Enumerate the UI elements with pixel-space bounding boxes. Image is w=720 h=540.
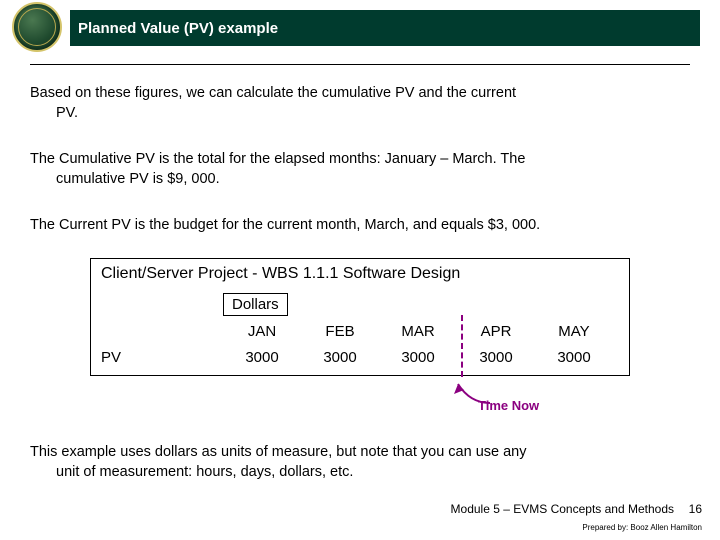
- pv-feb: 3000: [301, 349, 379, 366]
- time-now-marker: [461, 315, 463, 377]
- paragraph-intro: Based on these figures, we can calculate…: [30, 84, 690, 123]
- pv-apr: 3000: [457, 349, 535, 366]
- slide-title: Planned Value (PV) example: [78, 20, 278, 37]
- p4-line1: This example uses dollars as units of me…: [30, 444, 527, 460]
- p1-line2: PV.: [30, 104, 690, 124]
- pv-row-label: PV: [101, 349, 121, 366]
- footer-module: Module 5 – EVMS Concepts and Methods: [451, 502, 674, 516]
- paragraph-current: The Current PV is the budget for the cur…: [30, 216, 690, 236]
- paragraph-cumulative: The Cumulative PV is the total for the e…: [30, 150, 690, 189]
- time-now-label: Time Now: [478, 398, 539, 413]
- month-mar: MAR: [379, 323, 457, 340]
- month-feb: FEB: [301, 323, 379, 340]
- p2-line2: cumulative PV is $9, 000.: [30, 170, 690, 190]
- divider: [30, 64, 690, 65]
- units-box: Dollars: [223, 293, 288, 316]
- slide-title-bar: Planned Value (PV) example: [70, 10, 700, 46]
- page-number: 16: [689, 502, 702, 516]
- month-jan: JAN: [223, 323, 301, 340]
- p4-line2: unit of measurement: hours, days, dollar…: [30, 463, 690, 483]
- agency-seal-icon: [12, 2, 62, 52]
- p2-line1: The Cumulative PV is the total for the e…: [30, 151, 525, 167]
- month-may: MAY: [535, 323, 613, 340]
- pv-may: 3000: [535, 349, 613, 366]
- pv-jan: 3000: [223, 349, 301, 366]
- month-apr: APR: [457, 323, 535, 340]
- pv-table: Client/Server Project - WBS 1.1.1 Softwa…: [90, 258, 630, 376]
- paragraph-closing: This example uses dollars as units of me…: [30, 443, 690, 482]
- months-row: JAN FEB MAR APR MAY: [223, 323, 613, 340]
- p1-line1: Based on these figures, we can calculate…: [30, 85, 516, 101]
- pv-values-row: 3000 3000 3000 3000 3000: [223, 349, 613, 366]
- table-project-title: Client/Server Project - WBS 1.1.1 Softwa…: [101, 265, 460, 283]
- p3-text: The Current PV is the budget for the cur…: [30, 217, 540, 233]
- footer-prepared-by: Prepared by: Booz Allen Hamilton: [582, 523, 702, 532]
- pv-mar: 3000: [379, 349, 457, 366]
